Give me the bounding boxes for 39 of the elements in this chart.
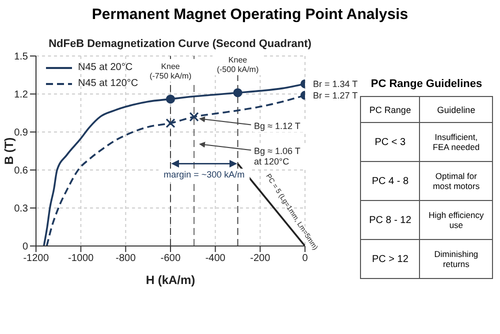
legend-label: N45 at 20°C <box>78 62 133 73</box>
text: PC < 3 <box>374 136 407 148</box>
text: PC Range Guidelines <box>370 78 484 90</box>
y-axis-title: B (T) <box>2 137 16 165</box>
x-tick-label: -800 <box>116 253 136 264</box>
x-tick-label: -200 <box>250 253 271 264</box>
text: PC Range <box>368 104 412 114</box>
y-tick-label: 0 <box>22 242 28 253</box>
annotation: Knee (-750 kA/m) <box>150 62 192 80</box>
annotation: Br = 1.27 T <box>313 90 358 100</box>
y-tick-label: 0.9 <box>14 128 28 139</box>
annotation: Bg ≈ 1.12 T <box>254 120 301 131</box>
text: PC 8 - 12 <box>368 214 412 226</box>
legend-label: N45 at 120°C <box>78 78 138 89</box>
text: PC > 12 <box>370 254 410 264</box>
text: PC 4 - 8 <box>370 176 410 186</box>
annotation: Knee (-500 kA/m) <box>216 56 259 74</box>
x-axis-title: H (kA/m) <box>146 273 196 287</box>
text: Insufficient, FEA needed <box>432 132 481 152</box>
y-tick-label: 0.3 <box>14 204 28 215</box>
annotation: margin = ~300 kA/m <box>164 170 245 180</box>
text: High efficiency use <box>428 210 485 230</box>
annotation: Br = 1.34 T <box>313 78 358 89</box>
chart-title: Permanent Magnet Operating Point Analysis <box>90 6 410 23</box>
y-tick-label: 1.2 <box>14 90 28 101</box>
point <box>166 118 176 128</box>
x-tick-label: -1200 <box>23 253 50 264</box>
x-tick-label: -400 <box>205 253 226 264</box>
y-tick-label: 0.6 <box>14 166 28 177</box>
x-tick-label: -600 <box>160 253 181 264</box>
text: Guideline <box>436 104 476 114</box>
x-tick-label: 0 <box>302 253 308 264</box>
text: Diminishing returns <box>433 249 480 269</box>
text: Optimal for most motors <box>432 171 481 191</box>
annotation: Bg ≈ 1.06 T at 120°C <box>254 146 301 166</box>
chart-subtitle: NdFeB Demagnetization Curve (Second Quadrant) <box>48 38 312 50</box>
point <box>189 112 199 122</box>
x-tick-label: -1000 <box>68 253 94 264</box>
y-tick-label: 1.5 <box>14 52 28 63</box>
